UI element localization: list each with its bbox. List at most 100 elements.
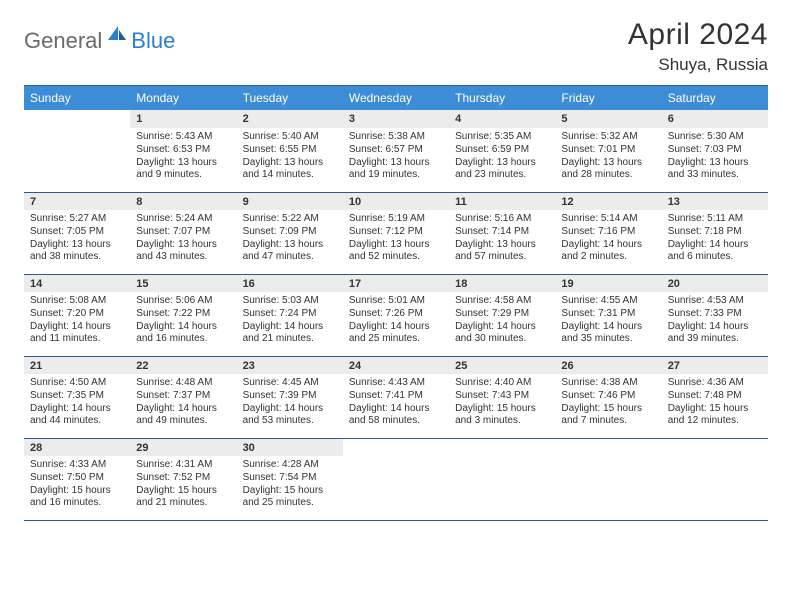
day-cell: Sunrise: 4:40 AMSunset: 7:43 PMDaylight:…	[449, 374, 555, 438]
day-cell: Sunrise: 4:28 AMSunset: 7:54 PMDaylight:…	[237, 456, 343, 520]
daynum-row: 123456	[24, 110, 768, 128]
weekday-header: Thursday	[449, 86, 555, 111]
day-number: 1	[130, 110, 236, 128]
logo-text-general: General	[24, 28, 102, 54]
logo-text-blue: Blue	[131, 28, 175, 54]
sunrise-text: Sunrise: 4:36 AM	[668, 377, 762, 390]
day-number: 2	[237, 110, 343, 128]
sunrise-text: Sunrise: 4:43 AM	[349, 377, 443, 390]
sunset-text: Sunset: 7:20 PM	[30, 308, 124, 321]
day-number: 14	[24, 274, 130, 292]
sunrise-text: Sunrise: 5:32 AM	[561, 131, 655, 144]
daylight-text: Daylight: 14 hours	[349, 403, 443, 416]
day-cell: Sunrise: 5:30 AMSunset: 7:03 PMDaylight:…	[662, 128, 768, 192]
day-number: 26	[555, 356, 661, 374]
daynum-row: 282930	[24, 438, 768, 456]
daylight-text: Daylight: 13 hours	[349, 239, 443, 252]
weekday-header-row: Sunday Monday Tuesday Wednesday Thursday…	[24, 86, 768, 111]
day-cell: Sunrise: 4:31 AMSunset: 7:52 PMDaylight:…	[130, 456, 236, 520]
sunset-text: Sunset: 7:48 PM	[668, 390, 762, 403]
day-cell: Sunrise: 5:03 AMSunset: 7:24 PMDaylight:…	[237, 292, 343, 356]
daylight-text: and 53 minutes.	[243, 415, 337, 428]
sunset-text: Sunset: 7:35 PM	[30, 390, 124, 403]
sunrise-text: Sunrise: 5:08 AM	[30, 295, 124, 308]
day-number	[24, 110, 130, 128]
sunrise-text: Sunrise: 5:40 AM	[243, 131, 337, 144]
sunrise-text: Sunrise: 5:01 AM	[349, 295, 443, 308]
daylight-text: Daylight: 13 hours	[455, 239, 549, 252]
daylight-text: Daylight: 14 hours	[243, 403, 337, 416]
daylight-text: and 57 minutes.	[455, 251, 549, 264]
day-number: 9	[237, 192, 343, 210]
location: Shuya, Russia	[628, 55, 768, 75]
day-number: 24	[343, 356, 449, 374]
sunset-text: Sunset: 6:57 PM	[349, 144, 443, 157]
sunset-text: Sunset: 7:01 PM	[561, 144, 655, 157]
sunrise-text: Sunrise: 5:06 AM	[136, 295, 230, 308]
sunrise-text: Sunrise: 5:16 AM	[455, 213, 549, 226]
day-number: 28	[24, 438, 130, 456]
sunset-text: Sunset: 7:54 PM	[243, 472, 337, 485]
daylight-text: Daylight: 13 hours	[349, 157, 443, 170]
day-cell: Sunrise: 4:50 AMSunset: 7:35 PMDaylight:…	[24, 374, 130, 438]
sunset-text: Sunset: 7:03 PM	[668, 144, 762, 157]
sunrise-text: Sunrise: 5:19 AM	[349, 213, 443, 226]
day-cell: Sunrise: 4:53 AMSunset: 7:33 PMDaylight:…	[662, 292, 768, 356]
daylight-text: and 58 minutes.	[349, 415, 443, 428]
calendar-table: Sunday Monday Tuesday Wednesday Thursday…	[24, 85, 768, 521]
daylight-text: Daylight: 14 hours	[349, 321, 443, 334]
sunrise-text: Sunrise: 5:11 AM	[668, 213, 762, 226]
day-cell: Sunrise: 5:22 AMSunset: 7:09 PMDaylight:…	[237, 210, 343, 274]
daylight-text: Daylight: 13 hours	[455, 157, 549, 170]
weekday-header: Monday	[130, 86, 236, 111]
sunrise-text: Sunrise: 5:27 AM	[30, 213, 124, 226]
day-number: 27	[662, 356, 768, 374]
sunrise-text: Sunrise: 4:53 AM	[668, 295, 762, 308]
daylight-text: Daylight: 14 hours	[455, 321, 549, 334]
sunrise-text: Sunrise: 4:31 AM	[136, 459, 230, 472]
day-cell: Sunrise: 4:33 AMSunset: 7:50 PMDaylight:…	[24, 456, 130, 520]
day-cell: Sunrise: 5:27 AMSunset: 7:05 PMDaylight:…	[24, 210, 130, 274]
daylight-text: Daylight: 14 hours	[30, 321, 124, 334]
day-number	[449, 438, 555, 456]
weekday-header: Wednesday	[343, 86, 449, 111]
day-cell: Sunrise: 5:01 AMSunset: 7:26 PMDaylight:…	[343, 292, 449, 356]
day-number: 13	[662, 192, 768, 210]
sunrise-text: Sunrise: 4:38 AM	[561, 377, 655, 390]
day-cell: Sunrise: 5:43 AMSunset: 6:53 PMDaylight:…	[130, 128, 236, 192]
sunrise-text: Sunrise: 4:55 AM	[561, 295, 655, 308]
sunset-text: Sunset: 7:12 PM	[349, 226, 443, 239]
day-cell: Sunrise: 4:55 AMSunset: 7:31 PMDaylight:…	[555, 292, 661, 356]
sunrise-text: Sunrise: 5:43 AM	[136, 131, 230, 144]
day-cell: Sunrise: 5:11 AMSunset: 7:18 PMDaylight:…	[662, 210, 768, 274]
daylight-text: Daylight: 13 hours	[136, 157, 230, 170]
weekday-header: Saturday	[662, 86, 768, 111]
day-body-row: Sunrise: 4:33 AMSunset: 7:50 PMDaylight:…	[24, 456, 768, 520]
daylight-text: and 14 minutes.	[243, 169, 337, 182]
day-number: 20	[662, 274, 768, 292]
daylight-text: Daylight: 14 hours	[561, 321, 655, 334]
daylight-text: Daylight: 13 hours	[243, 239, 337, 252]
sunset-text: Sunset: 7:07 PM	[136, 226, 230, 239]
weekday-header: Tuesday	[237, 86, 343, 111]
sunrise-text: Sunrise: 4:40 AM	[455, 377, 549, 390]
sunrise-text: Sunrise: 4:28 AM	[243, 459, 337, 472]
daynum-row: 78910111213	[24, 192, 768, 210]
daylight-text: and 52 minutes.	[349, 251, 443, 264]
daylight-text: and 25 minutes.	[243, 497, 337, 510]
sunset-text: Sunset: 7:22 PM	[136, 308, 230, 321]
day-cell: Sunrise: 5:32 AMSunset: 7:01 PMDaylight:…	[555, 128, 661, 192]
title-block: April 2024 Shuya, Russia	[628, 18, 768, 75]
sunrise-text: Sunrise: 5:14 AM	[561, 213, 655, 226]
day-number: 18	[449, 274, 555, 292]
day-cell	[343, 456, 449, 520]
daylight-text: and 25 minutes.	[349, 333, 443, 346]
day-number	[343, 438, 449, 456]
sunset-text: Sunset: 6:53 PM	[136, 144, 230, 157]
sunset-text: Sunset: 7:14 PM	[455, 226, 549, 239]
daylight-text: and 43 minutes.	[136, 251, 230, 264]
day-cell	[662, 456, 768, 520]
day-cell: Sunrise: 5:38 AMSunset: 6:57 PMDaylight:…	[343, 128, 449, 192]
daylight-text: Daylight: 15 hours	[243, 485, 337, 498]
sunrise-text: Sunrise: 5:24 AM	[136, 213, 230, 226]
